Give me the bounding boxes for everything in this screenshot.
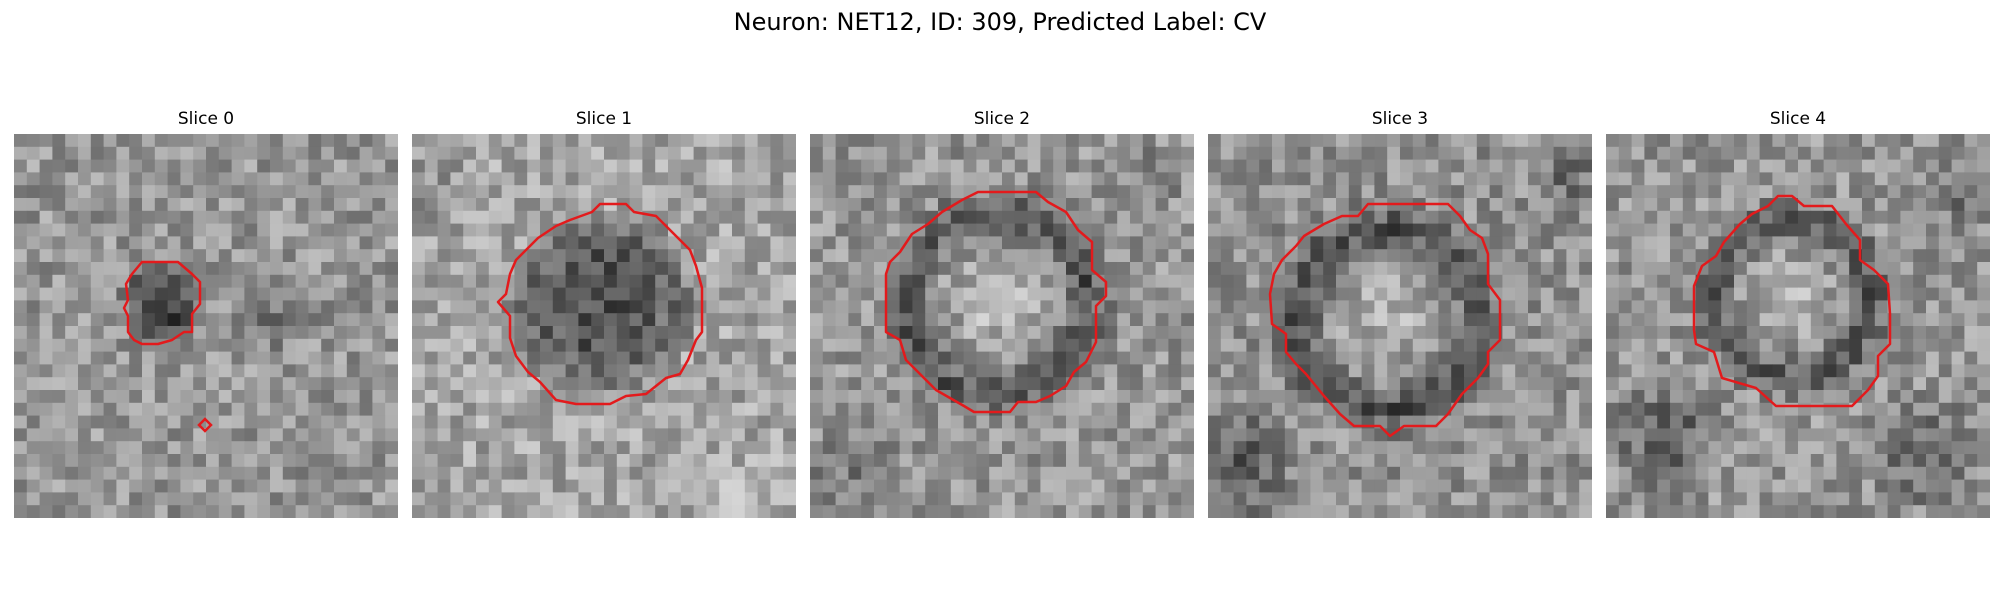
slice-image-1: [412, 134, 796, 518]
figure-title: Neuron: NET12, ID: 309, Predicted Label:…: [733, 8, 1267, 36]
segmentation-contour: [1268, 202, 1502, 438]
grayscale-pixel-grid: [412, 134, 796, 518]
slice-title-3: Slice 3: [1371, 109, 1429, 129]
slice-title-4: Slice 4: [1769, 109, 1827, 129]
small-contour: [197, 417, 213, 433]
slice-image-0: [14, 134, 398, 518]
grayscale-pixel-grid: [14, 134, 398, 518]
segmentation-contour: [496, 202, 704, 406]
slice-image-2: [810, 134, 1194, 518]
slice-panel-4: Slice 4: [1606, 108, 1990, 518]
segmentation-contour: [122, 260, 202, 346]
slice-image-3: [1208, 134, 1592, 518]
segmentation-contour: [1692, 194, 1892, 408]
grayscale-pixel-grid: [1606, 134, 1990, 518]
segmentation-contour: [884, 190, 1108, 414]
slice-panel-0: Slice 0: [14, 108, 398, 518]
slice-panel-2: Slice 2: [810, 108, 1194, 518]
slice-panel-1: Slice 1: [412, 108, 796, 518]
slice-title-0: Slice 0: [177, 109, 235, 129]
grayscale-pixel-grid: [810, 134, 1194, 518]
slice-panel-3: Slice 3: [1208, 108, 1592, 518]
slice-title-2: Slice 2: [973, 109, 1031, 129]
grayscale-pixel-grid: [1208, 134, 1592, 518]
slice-image-4: [1606, 134, 1990, 518]
slice-title-1: Slice 1: [575, 109, 633, 129]
